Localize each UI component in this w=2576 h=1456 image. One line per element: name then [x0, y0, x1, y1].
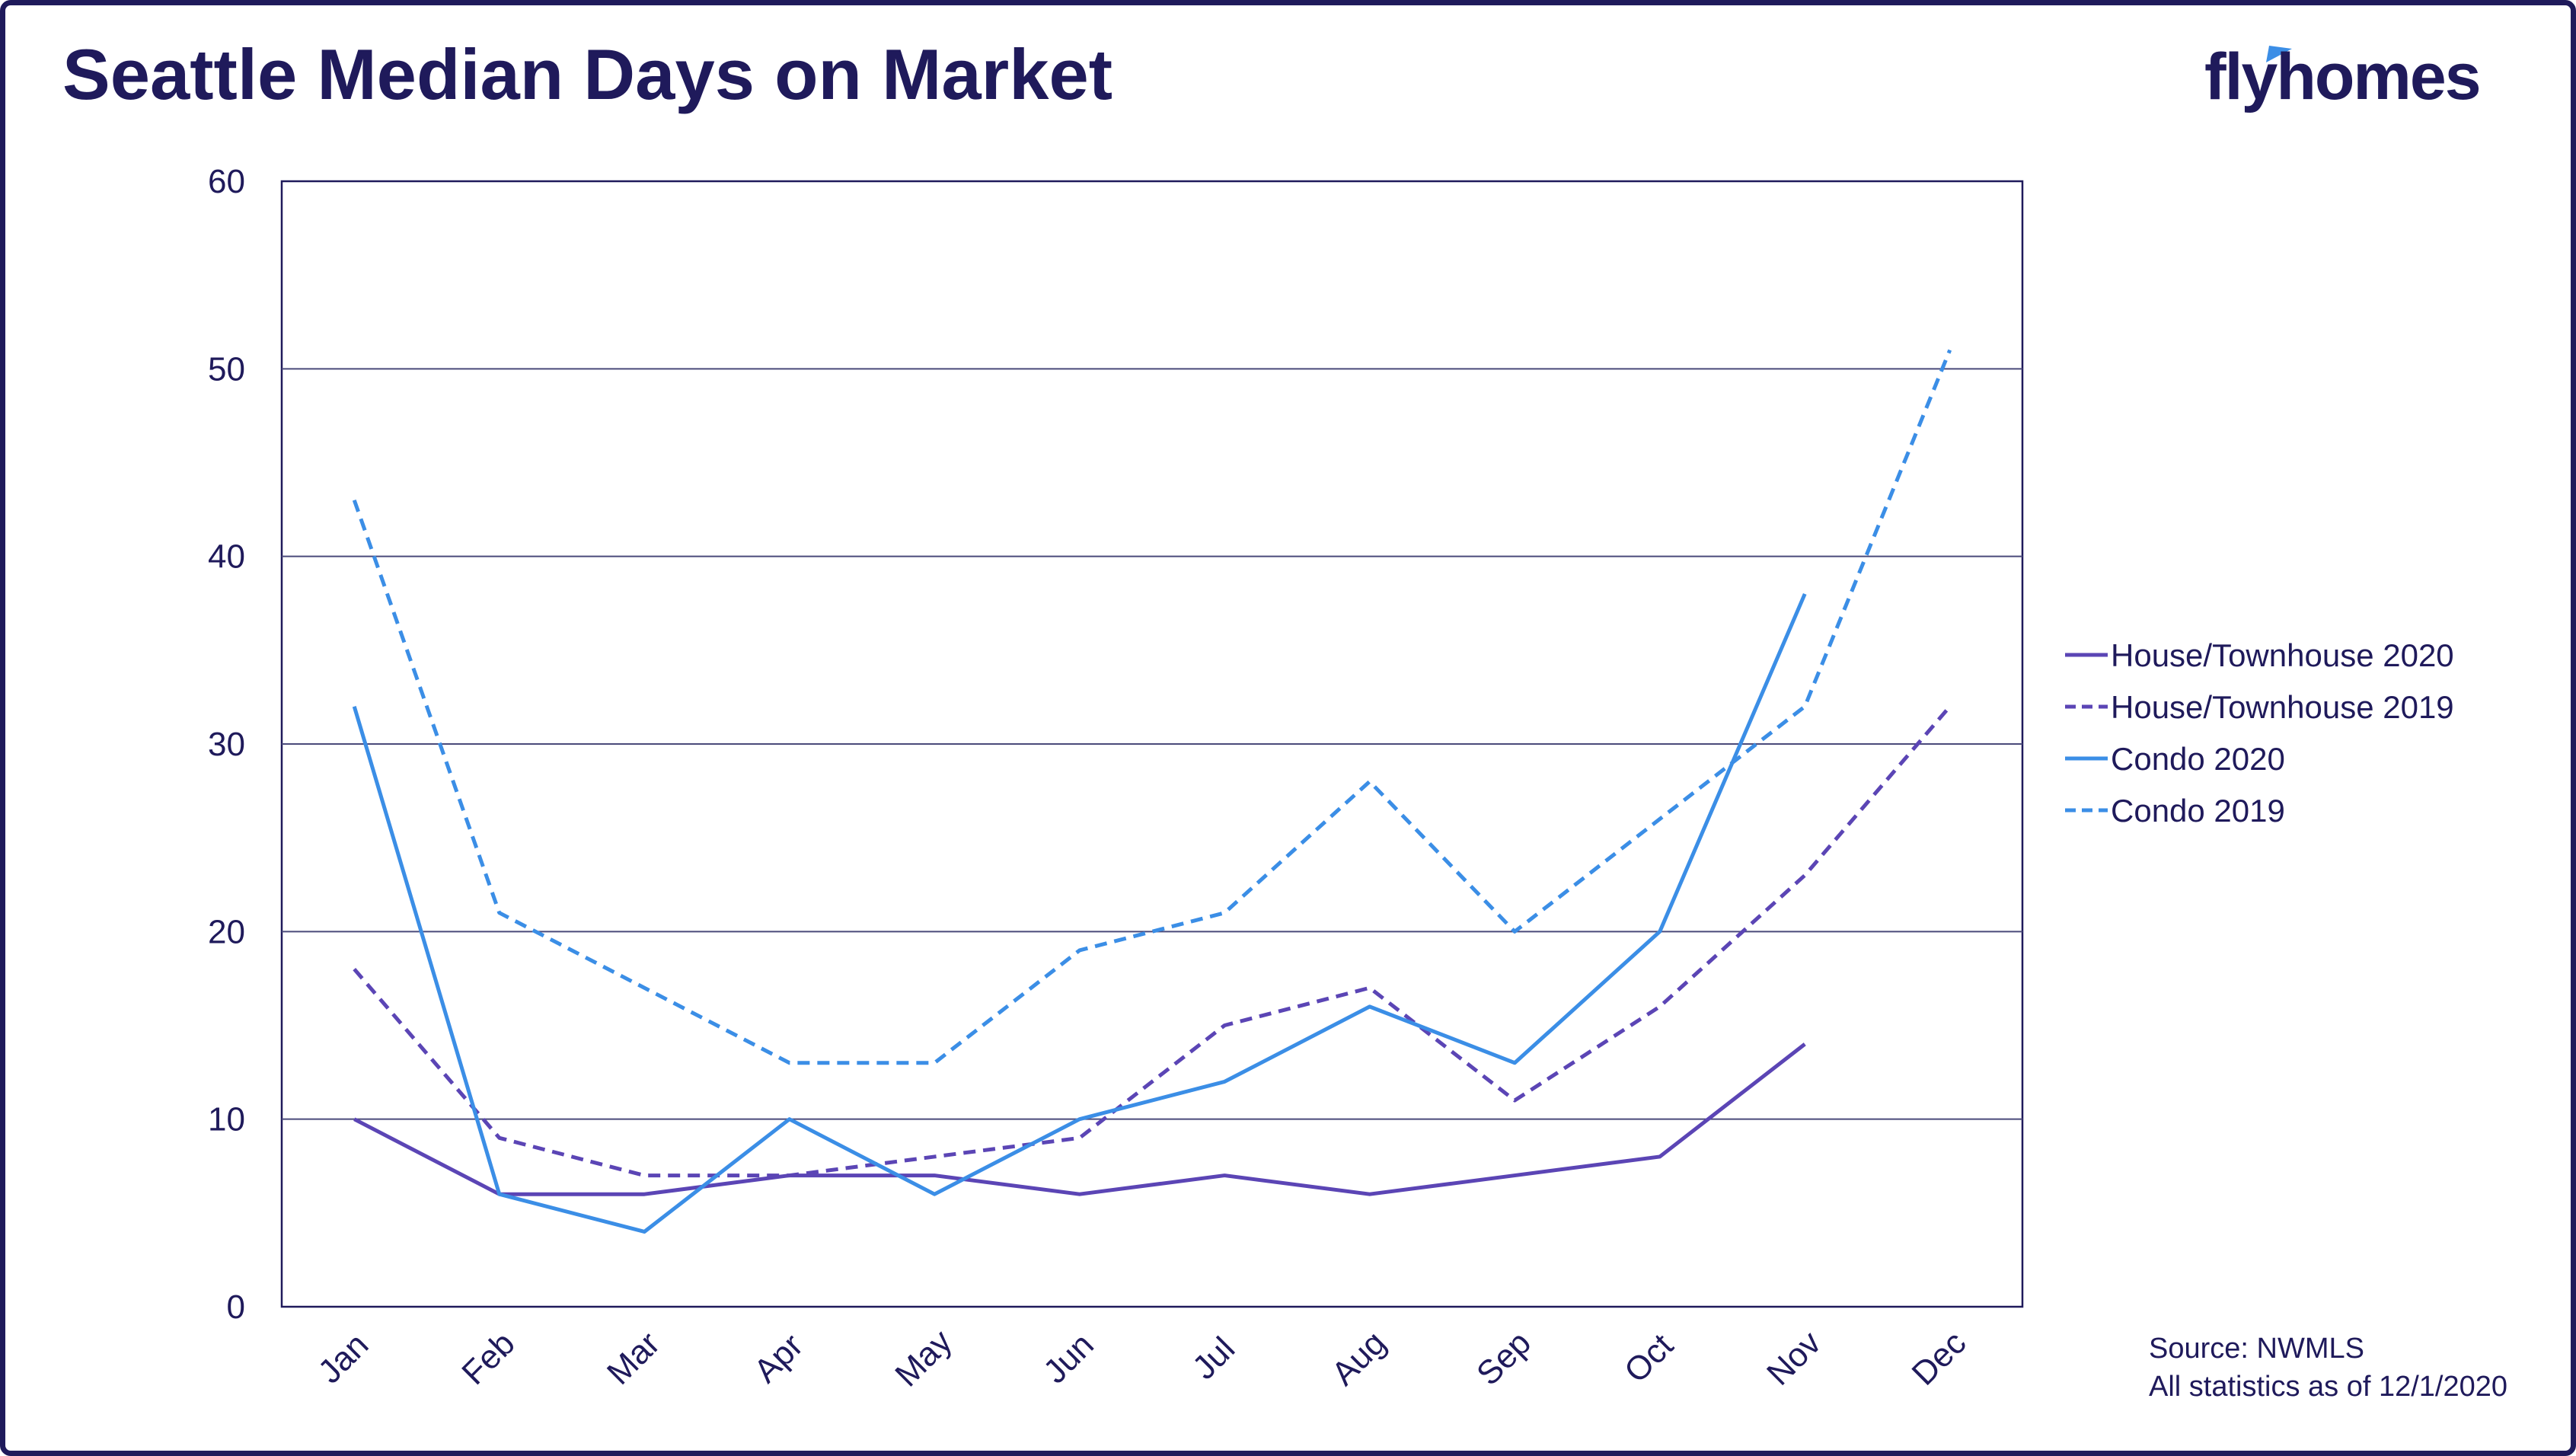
legend-label: House/Townhouse 2020	[2111, 637, 2454, 673]
legend-label: Condo 2019	[2111, 793, 2285, 829]
y-tick-label: 10	[208, 1101, 245, 1138]
x-tick-label: Sep	[1470, 1324, 1538, 1393]
x-tick-label: Nov	[1760, 1324, 1828, 1393]
x-tick-label: May	[888, 1323, 959, 1394]
y-tick-label: 30	[208, 726, 245, 763]
series-line	[352, 349, 1952, 1065]
x-tick-label: Dec	[1905, 1324, 1974, 1393]
y-tick-label: 20	[208, 913, 245, 950]
source-note: Source: NWMLS All statistics as of 12/1/…	[2149, 1330, 2507, 1406]
y-tick-label: 60	[208, 163, 245, 200]
legend-label: House/Townhouse 2019	[2111, 689, 2454, 725]
x-tick-label: Jun	[1036, 1326, 1101, 1391]
x-tick-label: Feb	[455, 1325, 522, 1392]
source-line: Source: NWMLS	[2149, 1333, 2364, 1365]
flyhomes-logo: flyhomes	[2204, 40, 2482, 113]
date-note: All statistics as of 12/1/2020	[2149, 1371, 2508, 1403]
x-tick-label: Aug	[1324, 1324, 1393, 1393]
x-tick-label: Jan	[311, 1326, 376, 1391]
logo-flag-icon	[2266, 46, 2292, 62]
chart-title: Seattle Median Days on Market	[62, 34, 1113, 114]
series-line	[353, 1043, 1806, 1196]
x-tick-label: Jul	[1186, 1330, 1242, 1387]
y-tick-label: 0	[227, 1288, 245, 1326]
series-line	[352, 592, 1807, 1234]
series-line	[353, 705, 1952, 1178]
x-tick-label: Mar	[600, 1325, 667, 1392]
y-tick-label: 50	[208, 350, 245, 388]
legend-label: Condo 2020	[2111, 741, 2285, 777]
y-tick-label: 40	[208, 538, 245, 576]
x-tick-label: Oct	[1617, 1327, 1681, 1390]
x-tick-label: Apr	[747, 1327, 810, 1390]
